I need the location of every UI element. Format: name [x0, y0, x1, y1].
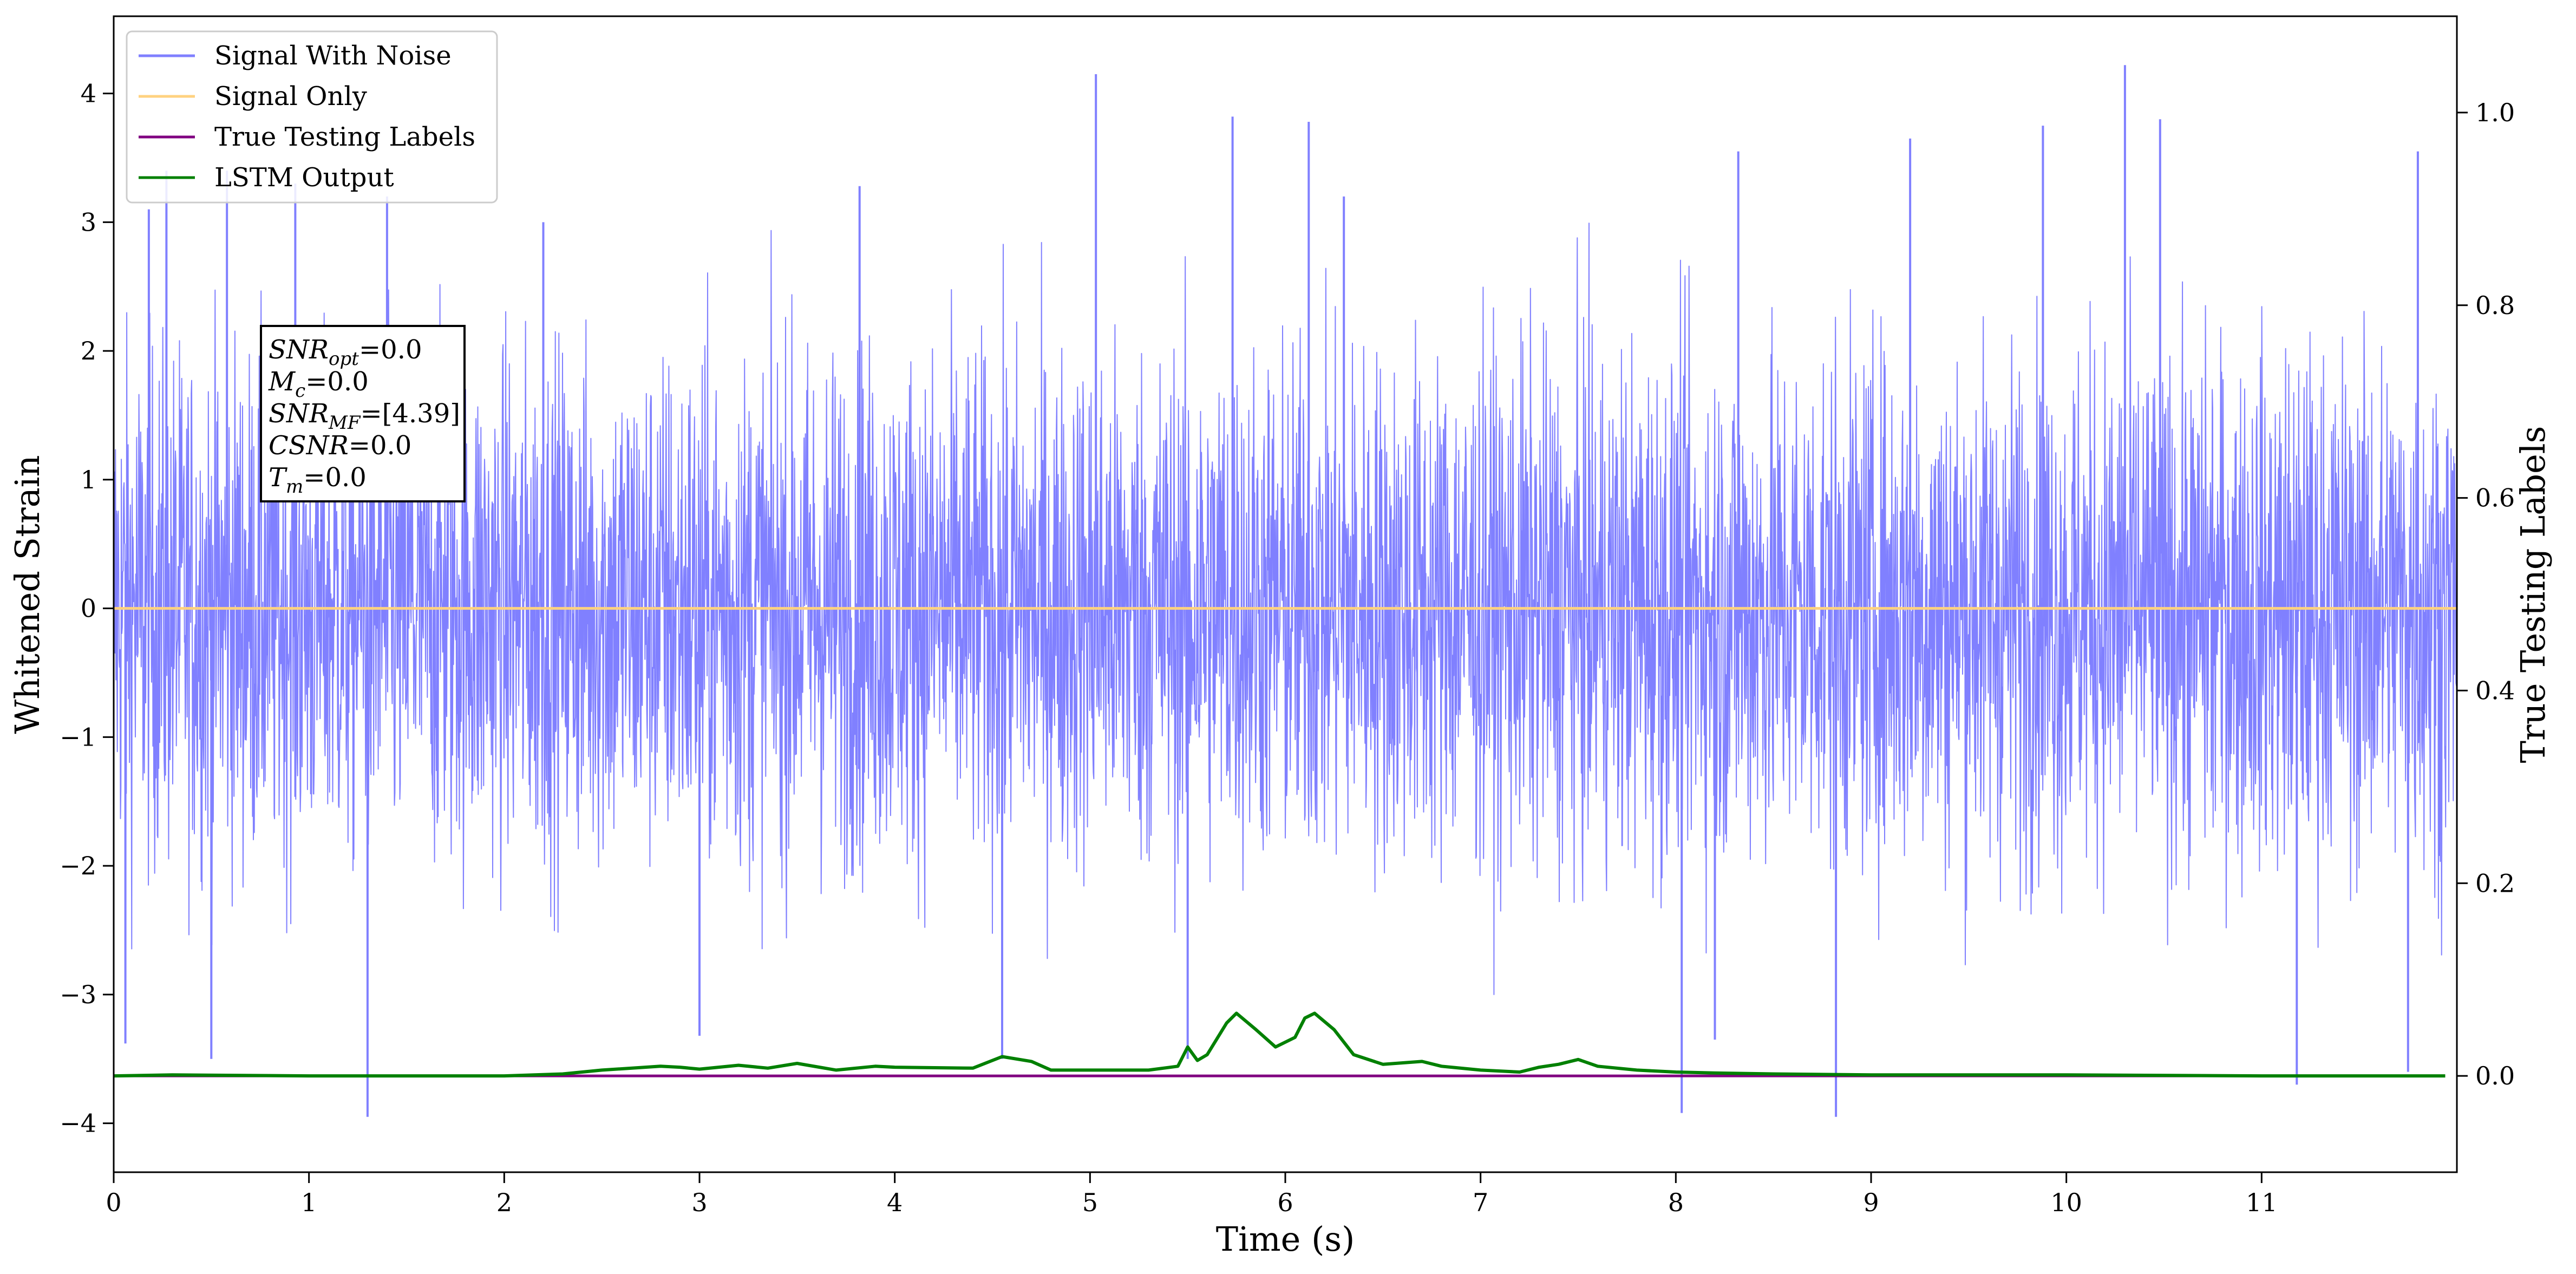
x-tick-label-4: 4: [887, 1188, 903, 1217]
annotation-line-tm: Tm=0.0: [269, 462, 367, 498]
y-right-tick-label-2: 0.6: [2475, 484, 2515, 513]
y-tick-label-8: −4: [60, 1109, 96, 1138]
legend-label-true-testing-labels: True Testing Labels: [214, 122, 475, 152]
y-right-tick-label-3: 0.4: [2475, 676, 2515, 705]
y-tick-label-3: 1: [81, 465, 96, 494]
series-signal-with-noise: [114, 223, 2457, 995]
x-tick-label-11: 11: [2246, 1188, 2278, 1217]
x-axis-label: Time (s): [1216, 1219, 1355, 1259]
y-right-tick-label-4: 0.2: [2475, 868, 2515, 898]
x-tick-label-5: 5: [1082, 1188, 1098, 1217]
y-right-tick-label-5: 0.0: [2475, 1061, 2515, 1090]
y-tick-label-5: −1: [60, 722, 96, 752]
y-axis-ticks: 4 3 2 1 0 −1 −2 −3 −4: [60, 79, 114, 1138]
x-tick-label-8: 8: [1668, 1188, 1684, 1217]
x-tick-label-0: 0: [106, 1188, 121, 1217]
x-tick-label-7: 7: [1473, 1188, 1488, 1217]
series-lstm-output: [114, 1011, 2446, 1078]
y-right-axis-ticks: 1.0 0.8 0.6 0.4 0.2 0.0: [2457, 98, 2515, 1090]
y-tick-label-1: 3: [81, 207, 96, 237]
x-tick-label-9: 9: [1863, 1188, 1879, 1217]
y-right-axis-label: True Testing Labels: [2513, 426, 2553, 763]
annotation-box: SNRopt=0.0 Mc=0.0 SNRMF=[4.39] CSNR=0.0 …: [260, 325, 466, 502]
y-right-tick-label-0: 1.0: [2475, 98, 2515, 127]
x-tick-label-10: 10: [2050, 1188, 2082, 1217]
x-tick-label-6: 6: [1277, 1188, 1293, 1217]
legend-label-lstm-output: LSTM Output: [214, 162, 394, 193]
annotation-line-snr-mf: SNRMF=[4.39]: [269, 398, 460, 434]
y-right-tick-label-1: 0.8: [2475, 291, 2515, 320]
legend-label-signal-with-noise: Signal With Noise: [214, 41, 452, 71]
legend: Signal With Noise Signal Only True Testi…: [126, 30, 498, 204]
noise-spikes: [124, 65, 2419, 1117]
annotation-line-csnr: CSNR=0.0: [269, 430, 411, 461]
annotation-frame: [260, 325, 466, 502]
annotation-line-snr-opt: SNRopt=0.0: [269, 335, 422, 370]
y-tick-label-6: −2: [60, 851, 96, 880]
legend-label-signal-only: Signal Only: [214, 81, 367, 112]
y-tick-label-4: 0: [81, 594, 96, 623]
legend-box: [126, 30, 498, 204]
x-tick-label-3: 3: [691, 1188, 707, 1217]
y-tick-label-2: 2: [81, 336, 96, 365]
annotation-line-mc: Mc=0.0: [268, 367, 369, 402]
x-axis-ticks: 0 1 2 3 4 5 6 7 8 9 10 11: [106, 1172, 2278, 1217]
x-tick-label-1: 1: [301, 1188, 317, 1217]
y-axis-label: Whitened Strain: [8, 455, 47, 734]
y-tick-label-7: −3: [60, 980, 96, 1009]
y-tick-label-0: 4: [81, 79, 96, 108]
plot-area: [114, 65, 2457, 1117]
x-tick-label-2: 2: [496, 1188, 512, 1217]
